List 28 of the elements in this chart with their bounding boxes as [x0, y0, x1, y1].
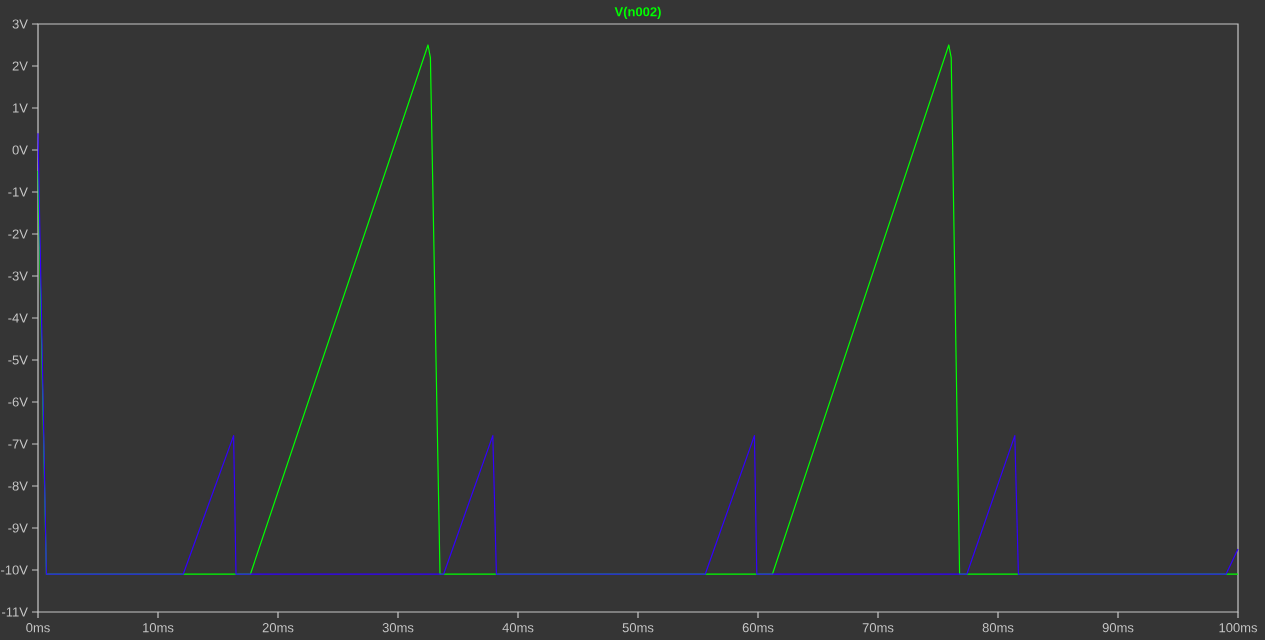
x-tick-label: 50ms: [622, 623, 654, 633]
y-tick-label: -7V: [8, 439, 28, 449]
y-tick-label: -5V: [8, 355, 28, 365]
y-tick-label: 1V: [13, 103, 28, 113]
y-tick-label: 3V: [12, 19, 28, 29]
x-tick-label: 60ms: [742, 623, 774, 633]
x-tick-label: 20ms: [262, 623, 294, 633]
y-tick-label: -3V: [8, 271, 28, 281]
chart-title: V(n002): [614, 6, 661, 19]
y-tick-label: -11V: [2, 607, 28, 617]
line-series: [37, 132, 1239, 575]
y-tick-label: -9V: [8, 523, 28, 533]
y-tick-label: -1V: [8, 187, 28, 197]
y-tick-label: 0V: [12, 145, 28, 155]
y-tick-label: -6V: [8, 397, 28, 407]
x-tick-label: 30ms: [382, 623, 414, 633]
x-tick-label: 10ms: [143, 623, 174, 633]
x-tick-label: 100ms: [1219, 623, 1258, 633]
y-tick-label: -8V: [8, 481, 28, 491]
x-tick-label: 70ms: [862, 623, 894, 633]
y-tick-label: 2V: [12, 61, 28, 71]
y-tick-label: -10V: [1, 565, 28, 575]
y-tick-label: -2V: [8, 229, 28, 239]
x-tick-label: 40ms: [502, 623, 534, 633]
y-tick-label: -4V: [8, 313, 28, 323]
x-tick-label: 90ms: [1102, 623, 1134, 633]
x-tick-label: 0ms: [26, 623, 50, 633]
x-tick-label: 80ms: [982, 623, 1014, 633]
